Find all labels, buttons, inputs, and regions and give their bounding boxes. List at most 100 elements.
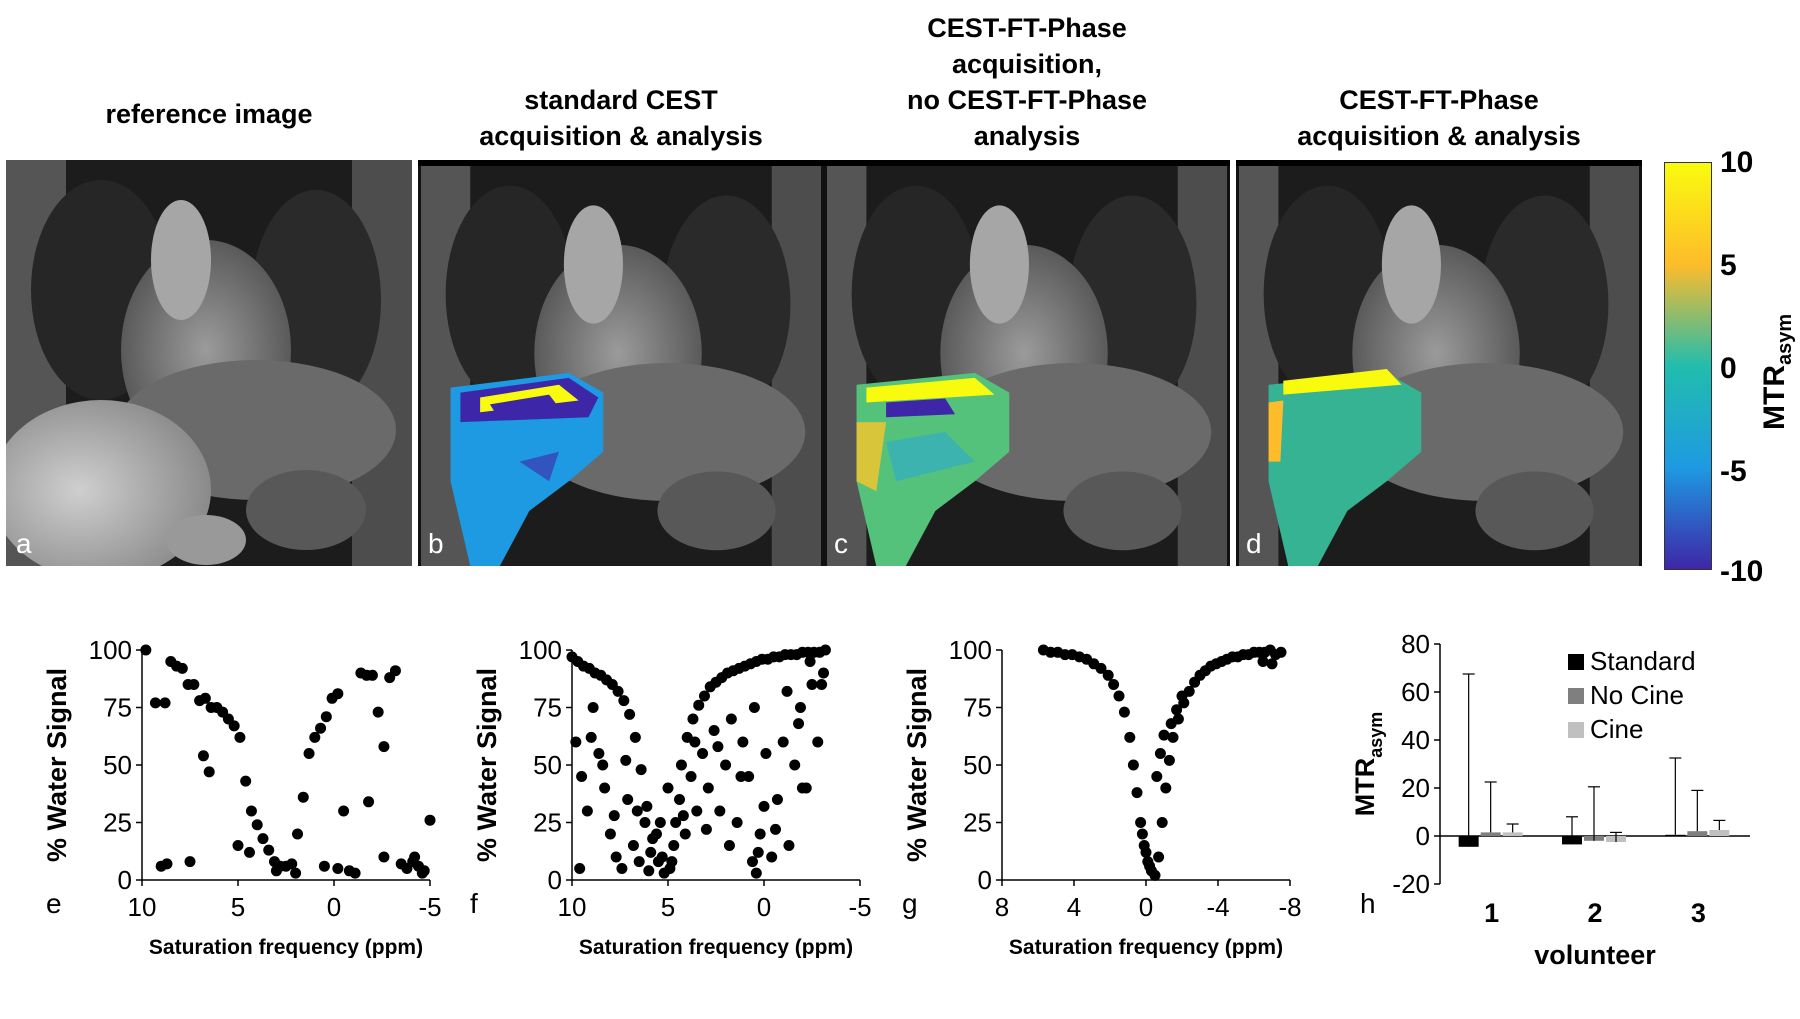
data-point bbox=[804, 656, 816, 667]
data-point bbox=[574, 863, 586, 874]
data-point bbox=[608, 810, 620, 822]
panel-letter-h: h bbox=[1360, 888, 1376, 919]
data-point bbox=[748, 702, 760, 713]
data-point bbox=[783, 840, 795, 851]
x-tick-label: -4 bbox=[1206, 892, 1229, 922]
title-reference-text: reference image bbox=[105, 99, 313, 129]
data-point bbox=[627, 840, 639, 851]
data-point bbox=[620, 754, 632, 766]
data-point bbox=[812, 736, 824, 748]
data-point bbox=[1160, 782, 1172, 794]
data-point bbox=[689, 736, 701, 748]
title-d-line1: CEST-FT-Phase bbox=[1339, 85, 1539, 115]
colorbar-gradient bbox=[1665, 163, 1711, 569]
data-point bbox=[766, 851, 778, 863]
data-point bbox=[576, 771, 588, 782]
data-point bbox=[1158, 729, 1170, 741]
legend-swatch bbox=[1568, 688, 1584, 704]
x-axis-label: Saturation frequency (ppm) bbox=[579, 936, 853, 958]
data-point bbox=[1266, 658, 1278, 670]
data-point bbox=[1102, 669, 1114, 681]
data-point bbox=[691, 805, 703, 817]
data-point bbox=[816, 679, 828, 690]
data-point bbox=[599, 782, 611, 794]
data-point bbox=[1156, 817, 1168, 828]
data-point bbox=[1144, 860, 1156, 872]
legend-label: No Cine bbox=[1590, 680, 1684, 710]
data-point bbox=[633, 856, 645, 868]
mri-image-c bbox=[827, 166, 1227, 566]
y-axis-label: % Water Signal bbox=[472, 668, 502, 862]
data-point bbox=[656, 851, 668, 863]
data-point bbox=[389, 665, 401, 677]
data-point bbox=[622, 794, 634, 805]
data-point bbox=[612, 685, 624, 697]
bar bbox=[1687, 831, 1708, 836]
data-point bbox=[176, 662, 188, 674]
x-tick-label: -5 bbox=[418, 892, 441, 922]
data-point bbox=[1135, 817, 1147, 828]
x-tick-label: 0 bbox=[757, 892, 771, 922]
data-point bbox=[1108, 679, 1120, 690]
mri-panel-d: d bbox=[1236, 160, 1642, 566]
y-axis-label-sub: asym bbox=[1366, 712, 1386, 758]
data-point bbox=[650, 828, 662, 840]
data-point bbox=[240, 775, 252, 787]
title-c-line1: CEST-FT-Phase bbox=[927, 13, 1127, 43]
y-tick-label: 20 bbox=[1401, 773, 1430, 803]
x-tick-label: 0 bbox=[1139, 892, 1153, 922]
x-tick-label: 8 bbox=[995, 892, 1009, 922]
data-point bbox=[366, 669, 378, 681]
data-point bbox=[378, 851, 390, 863]
y-tick-label: 25 bbox=[963, 808, 992, 838]
data-point bbox=[1140, 846, 1152, 858]
data-point bbox=[604, 828, 616, 840]
x-tick-label: 3 bbox=[1691, 898, 1706, 928]
data-point bbox=[770, 823, 782, 835]
data-point bbox=[720, 759, 732, 771]
data-point bbox=[1149, 869, 1161, 881]
data-point bbox=[789, 759, 801, 771]
data-point bbox=[1171, 704, 1183, 716]
data-point bbox=[781, 685, 793, 697]
bar bbox=[1709, 830, 1730, 836]
colorbar-label-main: MTR bbox=[1758, 365, 1791, 430]
x-axis-label: Saturation frequency (ppm) bbox=[149, 936, 423, 958]
data-point bbox=[674, 794, 686, 805]
data-point bbox=[409, 851, 421, 863]
x-tick-label: 2 bbox=[1587, 898, 1602, 928]
x-tick-label: 10 bbox=[128, 892, 157, 922]
data-point bbox=[631, 805, 643, 817]
data-point bbox=[228, 720, 240, 732]
mri-image-b bbox=[421, 166, 821, 566]
y-tick-label: 75 bbox=[533, 693, 562, 723]
data-point bbox=[752, 846, 764, 858]
data-point bbox=[140, 644, 152, 656]
data-point bbox=[698, 690, 710, 702]
data-point bbox=[746, 856, 758, 868]
data-point bbox=[315, 722, 327, 734]
data-point bbox=[303, 748, 315, 759]
data-point bbox=[318, 860, 330, 872]
mri-image-a bbox=[6, 160, 412, 566]
data-point bbox=[677, 810, 689, 822]
legend-label: Cine bbox=[1590, 714, 1643, 744]
panel-letter-d: d bbox=[1246, 528, 1262, 559]
data-point bbox=[188, 679, 200, 690]
colorbar-tick-neg5: -5 bbox=[1720, 455, 1747, 488]
data-point bbox=[760, 748, 772, 759]
colorbar-label-sub: asym bbox=[1774, 313, 1796, 366]
data-point bbox=[363, 796, 375, 808]
data-point bbox=[771, 794, 783, 805]
data-point bbox=[735, 771, 747, 782]
colorbar bbox=[1664, 162, 1712, 570]
data-point bbox=[199, 692, 211, 704]
x-tick-label: -8 bbox=[1278, 892, 1301, 922]
colorbar-tick-5: 5 bbox=[1720, 249, 1737, 282]
y-tick-label: 60 bbox=[1401, 677, 1430, 707]
data-point bbox=[639, 817, 651, 828]
y-tick-label: 80 bbox=[1401, 629, 1430, 659]
title-b-line1: standard CEST bbox=[524, 85, 718, 115]
data-point bbox=[693, 699, 705, 711]
data-point bbox=[618, 695, 630, 707]
